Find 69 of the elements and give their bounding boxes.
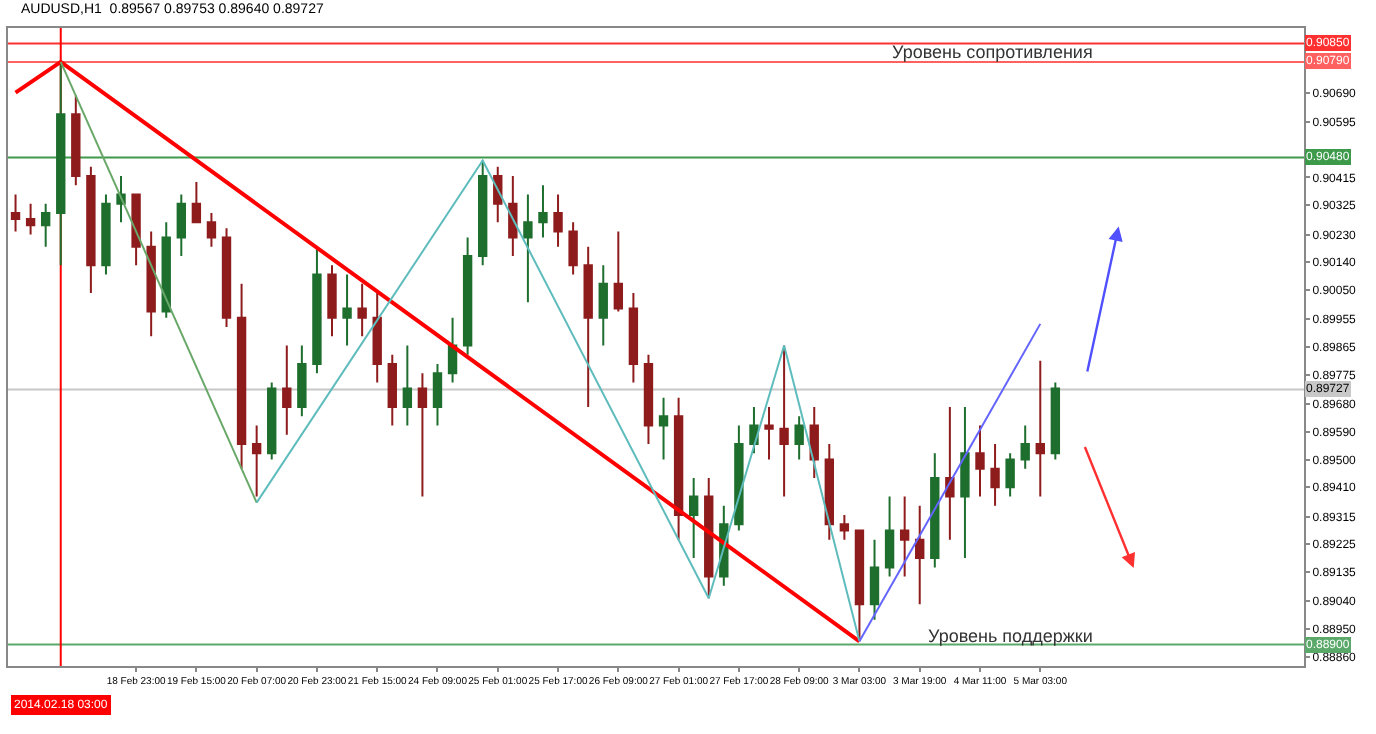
candlestick	[447, 316, 458, 384]
candlestick	[432, 362, 443, 427]
candlestick	[478, 159, 488, 267]
candlestick	[673, 396, 684, 541]
candlestick	[553, 193, 563, 248]
candlestick	[628, 292, 639, 384]
candlestick	[101, 193, 111, 276]
candlestick	[809, 406, 819, 479]
candlestick	[161, 221, 171, 319]
candlestick	[56, 60, 66, 267]
candlestick	[704, 477, 714, 600]
candlestick	[764, 406, 774, 461]
candlestick	[342, 273, 352, 347]
candlestick	[643, 353, 654, 446]
candlestick	[508, 174, 518, 258]
candlestick	[282, 344, 292, 436]
candlestick	[899, 495, 910, 578]
candlestick	[613, 230, 624, 313]
candlestick	[372, 292, 382, 384]
candlestick	[523, 193, 533, 304]
candlestick	[206, 211, 217, 248]
candlestick	[1050, 381, 1061, 461]
candlestick	[387, 353, 397, 427]
candlestick	[975, 424, 985, 498]
candlestick	[839, 513, 850, 541]
candlestick	[146, 230, 156, 338]
candlestick	[1035, 359, 1045, 498]
candlestick	[462, 236, 473, 356]
candlestick	[884, 495, 895, 578]
candlestick	[568, 221, 578, 276]
candlestick	[749, 406, 759, 455]
candlestick	[71, 94, 81, 187]
candlestick	[402, 344, 413, 427]
annotation: Уровень поддержки	[928, 626, 1093, 646]
candlestick	[267, 381, 277, 461]
candlestick	[10, 193, 21, 233]
candlestick	[131, 193, 141, 267]
candlestick	[990, 443, 1000, 507]
candlestick	[945, 406, 955, 541]
candlestick	[1020, 424, 1030, 470]
candlestick	[658, 396, 669, 461]
candlestick	[930, 452, 940, 569]
candlestick	[327, 264, 337, 338]
candlestick	[236, 282, 247, 470]
candlestick	[191, 181, 202, 224]
candlestick	[824, 443, 834, 541]
line-series	[255, 159, 861, 643]
candlestick	[312, 245, 322, 375]
candlestick	[297, 344, 307, 418]
candlestick	[583, 245, 593, 409]
candlestick	[869, 538, 880, 621]
candlestick	[40, 202, 51, 248]
candlestick	[25, 202, 36, 236]
candlestick	[357, 282, 367, 338]
candlestick	[688, 477, 699, 560]
candlestick	[1005, 452, 1015, 498]
candlestick	[960, 406, 970, 560]
candlestick	[251, 424, 262, 498]
annotation: Уровень сопротивления	[892, 42, 1093, 62]
candlestick	[734, 424, 744, 532]
candlestick	[86, 165, 96, 295]
candlestick	[538, 184, 548, 239]
candlestick	[417, 372, 428, 498]
candlestick	[598, 264, 608, 347]
candlestick	[176, 193, 186, 258]
candlestick	[915, 504, 925, 606]
candlestick	[794, 415, 804, 461]
candlestick	[854, 529, 865, 643]
candlestick	[221, 227, 232, 328]
